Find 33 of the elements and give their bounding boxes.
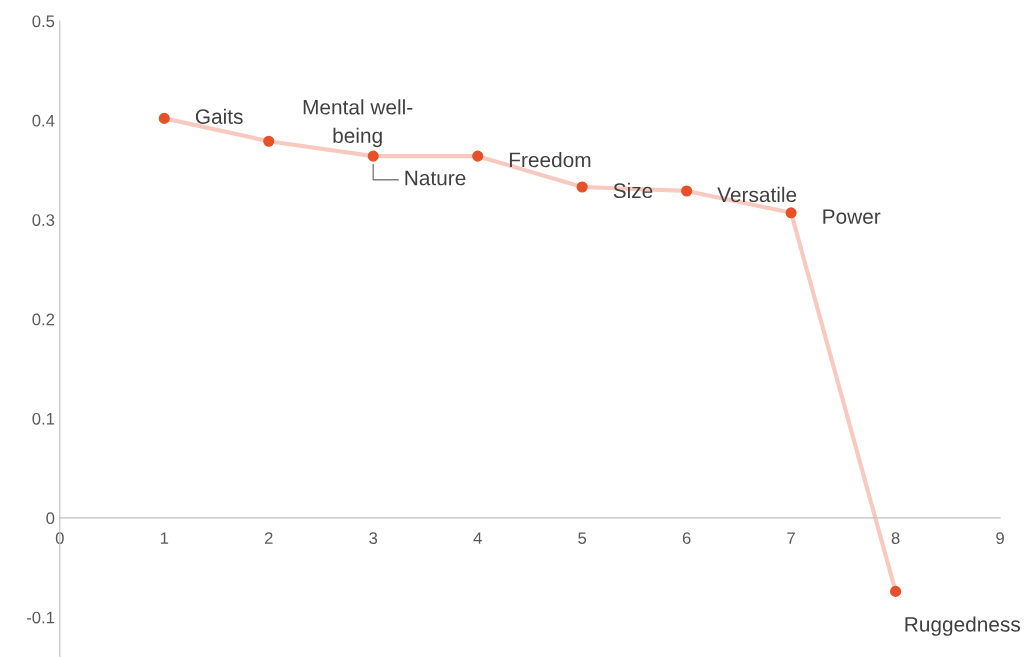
point: [890, 585, 902, 597]
annotation: Nature: [405, 170, 466, 186]
x-tick-label: 2: [264, 532, 273, 544]
annotation: Freedom: [509, 152, 591, 168]
point: [472, 150, 484, 162]
x-tick-label: 1: [160, 532, 169, 544]
annotation: Versatile: [717, 186, 797, 203]
y-tick-label: 0.3: [32, 214, 55, 226]
annotation: Mental well- being: [303, 99, 413, 148]
x-tick-label: 5: [578, 532, 587, 545]
y-tick-label: 0.2: [32, 313, 55, 326]
y-tick-label: 0.5: [32, 15, 55, 28]
point: [681, 185, 693, 197]
annotation: Ruggedness: [905, 616, 1021, 636]
y-tick-label: 0: [46, 512, 55, 525]
point: [367, 150, 379, 162]
x-tick-label: 3: [369, 532, 378, 545]
y-tick-label: 0.4: [32, 114, 55, 127]
annotation: Gaits: [195, 108, 243, 124]
point: [158, 112, 170, 124]
x-tick-label: 0: [55, 532, 64, 545]
point: [263, 135, 275, 147]
x-tick-label: 7: [787, 532, 795, 544]
y-tick-label: -0.1: [26, 611, 55, 624]
annotation: Power: [823, 209, 881, 224]
annotation: Size: [613, 182, 653, 199]
x-tick-label: 8: [891, 532, 900, 545]
x-tick-label: 6: [682, 532, 691, 545]
x-tick-label: 9: [996, 532, 1004, 545]
y-tick-label: 0.1: [32, 412, 55, 425]
x-tick-label: 4: [473, 532, 482, 544]
point: [576, 181, 588, 193]
point: [785, 207, 797, 219]
